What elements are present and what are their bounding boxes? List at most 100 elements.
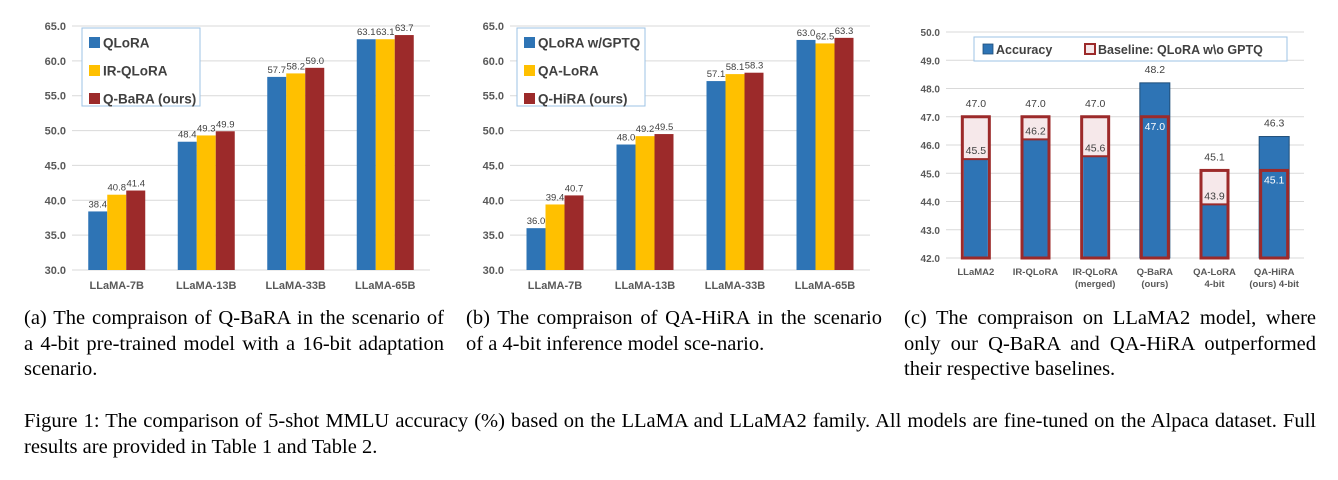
top-value-label: 46.3 — [1264, 118, 1285, 130]
figure-caption: Figure 1: The comparison of 5-shot MMLU … — [24, 410, 1316, 458]
bar — [526, 228, 546, 270]
legend-swatch — [89, 37, 100, 48]
bar — [635, 136, 655, 270]
y-tick-label: 60.0 — [45, 56, 66, 68]
subcaption-c: (c) The compraison on LLaMA2 model, wher… — [904, 307, 1316, 380]
bar — [616, 144, 636, 270]
accuracy-bar — [1139, 82, 1171, 259]
data-label: 58.1 — [726, 62, 745, 73]
data-label: 36.0 — [527, 216, 546, 227]
legend-label: Baseline: QLoRA w\o GPTQ — [1098, 43, 1263, 57]
y-tick-label: 55.0 — [45, 91, 66, 103]
x-tick-label: LLaMA-65B — [355, 280, 416, 292]
legend-swatch — [524, 37, 535, 48]
bar — [267, 76, 287, 271]
subcaption-b: (b) The compraison of QA-HiRA in the sce… — [466, 307, 882, 355]
accuracy-bar — [1083, 156, 1108, 257]
y-tick-label: 40.0 — [483, 195, 504, 207]
bar — [177, 141, 197, 270]
baseline-bar — [1139, 115, 1170, 260]
data-label: 57.1 — [707, 69, 726, 80]
accuracy-value-label: 43.9 — [1204, 190, 1225, 202]
chart-a: 30.0 35.0 40.0 45.0 50.0 55.0 60.0 65.0 38.440.8… — [45, 21, 430, 292]
x-tick-label: (ours) 4-bit — [1249, 279, 1299, 290]
data-label: 58.3 — [745, 61, 764, 72]
bar — [834, 37, 854, 271]
accuracy-bar — [1202, 204, 1227, 257]
chart-panel-b: 30.0 35.0 40.0 45.0 50.0 55.0 60.0 65.0 36.0 39.4… — [445, 0, 885, 300]
bar — [196, 135, 216, 270]
bar — [394, 35, 414, 270]
data-label: 48.0 — [617, 133, 636, 144]
x-tick-label: 4-bit — [1204, 279, 1225, 290]
x-tick-label: LLaMA-33B — [265, 280, 326, 292]
y-tick-label: 45.0 — [483, 160, 504, 172]
accuracy-bar — [1258, 136, 1290, 259]
data-label: 63.7 — [395, 23, 414, 34]
data-label: 49.2 — [636, 124, 655, 135]
y-tick-label: 49.0 — [921, 56, 941, 67]
y-tick-label: 30.0 — [45, 265, 66, 277]
x-tick-label: QA-HiRA — [1254, 267, 1295, 278]
x-tick-label: QA-LoRA — [1193, 267, 1236, 278]
chart-panel-a: 30.0 35.0 40.0 45.0 50.0 55.0 60.0 65.0 38.4 40.8… — [0, 0, 440, 300]
bar — [356, 39, 376, 271]
data-label: 63.1 — [357, 27, 376, 38]
x-tick-label: (merged) — [1075, 279, 1116, 290]
bar — [215, 131, 235, 270]
y-tick-label: 45.0 — [45, 160, 66, 172]
accuracy-value-label: 45.6 — [1085, 142, 1106, 154]
baseline-bar — [1259, 168, 1290, 260]
bar — [375, 39, 395, 271]
bar — [107, 194, 127, 270]
bar — [725, 74, 745, 270]
bar — [88, 211, 108, 270]
bar — [305, 67, 325, 270]
y-tick-label: 50.0 — [921, 28, 941, 39]
y-tick-label: 35.0 — [483, 230, 504, 242]
y-tick-label: 42.0 — [921, 254, 941, 265]
legend-label: Q-HiRA (ours) — [538, 92, 628, 107]
data-label: 49.5 — [655, 122, 674, 133]
y-tick-label: 46.0 — [921, 141, 941, 152]
accuracy-value-label: 46.2 — [1025, 125, 1046, 137]
data-label: 63.1 — [376, 27, 395, 38]
x-tick-label: IR-QLoRA — [1013, 267, 1059, 278]
data-label: 59.0 — [306, 56, 325, 67]
bar — [744, 72, 764, 270]
x-tick-label: LLaMA-13B — [615, 280, 676, 292]
legend-swatch — [524, 65, 535, 76]
legend-label: IR-QLoRA — [103, 64, 168, 79]
x-tick-label: LLaMA-33B — [705, 280, 766, 292]
data-label: 41.4 — [127, 179, 146, 190]
x-tick-label: IR-QLoRA — [1072, 267, 1118, 278]
top-value-label: 45.1 — [1204, 151, 1225, 163]
bar — [654, 134, 674, 270]
legend-swatch — [524, 93, 535, 104]
data-label: 49.9 — [216, 119, 235, 130]
y-tick-label: 40.0 — [45, 195, 66, 207]
data-label: 49.3 — [197, 123, 216, 134]
bar — [706, 81, 726, 271]
data-label: 40.8 — [108, 183, 127, 194]
data-label: 48.4 — [178, 130, 197, 141]
baseline-value-label: 45.1 — [1264, 174, 1285, 186]
data-label: 40.7 — [565, 183, 584, 194]
x-tick-label: LLaMA-7B — [90, 280, 144, 292]
accuracy-value-label: 45.5 — [966, 145, 987, 157]
chart-c: 42.0 43.0 44.0 45.0 46.0 47.0 48.0 49.0 50.0 45.5… — [921, 28, 1304, 290]
bar — [564, 195, 584, 270]
top-value-label: 48.2 — [1145, 64, 1166, 76]
y-tick-label: 45.0 — [921, 169, 941, 180]
accuracy-bar — [1023, 139, 1048, 257]
chart-panel-c: 42.0 43.0 44.0 45.0 46.0 47.0 48.0 49.0 50.0 45.5… — [888, 0, 1338, 300]
x-tick-label: LLaMA-65B — [795, 280, 856, 292]
legend-label: QLoRA w/GPTQ — [538, 36, 640, 51]
x-tick-label: (ours) — [1141, 279, 1168, 290]
baseline-value-label: 47.0 — [1145, 121, 1166, 133]
chart-b: 30.0 35.0 40.0 45.0 50.0 55.0 60.0 65.0 36.0 39.4… — [483, 21, 870, 292]
data-label: 63.0 — [797, 28, 816, 39]
bar — [126, 190, 146, 270]
bar — [545, 204, 565, 270]
data-label: 57.7 — [268, 65, 287, 76]
